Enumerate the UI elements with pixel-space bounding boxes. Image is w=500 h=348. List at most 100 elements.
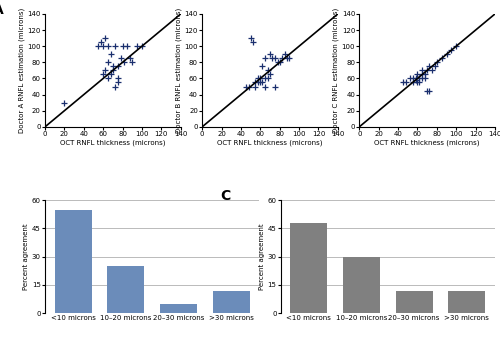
Point [118,44,126,49]
Bar [160,304,197,313]
Point [99,72,107,77]
Y-axis label: Doctor C RNFL estimation (microns): Doctor C RNFL estimation (microns) [332,8,339,133]
Point [406,76,413,81]
Point [60,100,68,105]
Point [425,88,433,93]
Point [252,84,260,89]
Point [284,55,292,61]
Point [258,80,266,85]
Point [261,55,269,61]
Point [271,55,279,61]
Point [244,84,252,89]
Point [418,76,426,81]
Point [271,84,279,89]
Text: A: A [0,3,4,17]
Point [138,44,146,49]
Point [418,72,426,77]
Point [274,60,282,65]
Point [425,64,433,69]
Y-axis label: Doctor B RNFL estimation (microns): Doctor B RNFL estimation (microns) [175,8,182,133]
Point [107,52,115,57]
Point [242,84,250,89]
Point [97,39,105,45]
Point [261,76,269,81]
Point [421,72,429,77]
Point [101,68,109,73]
Point [261,84,269,89]
Bar [396,291,432,313]
Point [111,44,119,49]
Point [104,44,112,49]
Bar [108,266,144,313]
Point [399,80,407,85]
Point [114,76,122,81]
Text: C: C [220,189,231,203]
Point [101,35,109,41]
Point [248,39,256,45]
Point [133,44,141,49]
Point [412,77,420,83]
Point [104,60,112,65]
Point [408,80,416,85]
Point [107,72,115,77]
Point [442,52,450,57]
Point [256,76,264,81]
Point [412,76,420,81]
Y-axis label: Percent agreement: Percent agreement [259,223,265,290]
Point [438,55,446,61]
Point [94,44,102,49]
Point [109,64,117,69]
Point [114,80,122,85]
Point [104,76,112,81]
Y-axis label: Doctor A RNFL estimation (microns): Doctor A RNFL estimation (microns) [18,8,25,133]
Point [423,68,431,73]
Point [128,60,136,65]
Point [431,64,439,69]
Point [414,80,422,85]
Point [258,64,266,69]
Point [254,80,262,85]
Bar [290,223,328,313]
Point [408,76,416,81]
Point [428,68,436,73]
X-axis label: OCT RNFL thickness (microns): OCT RNFL thickness (microns) [374,140,480,146]
Point [120,60,128,65]
Point [246,35,254,41]
Point [452,44,460,49]
Point [416,76,424,81]
Point [402,80,410,85]
Point [254,76,262,81]
Y-axis label: Percent agreement: Percent agreement [23,223,29,290]
Point [414,72,422,77]
Point [423,88,431,93]
Point [116,55,124,61]
Point [421,76,429,81]
Point [448,47,456,53]
Point [266,72,274,77]
Point [280,52,288,57]
Point [114,64,122,69]
Point [256,80,264,85]
Bar [343,257,380,313]
Point [278,55,285,61]
Point [252,80,260,85]
Bar [212,291,250,313]
Point [99,44,107,49]
X-axis label: OCT RNFL thickness (microns): OCT RNFL thickness (microns) [60,140,166,146]
Point [268,55,276,61]
Point [264,76,272,81]
Point [124,44,132,49]
Bar [54,210,92,313]
Point [266,52,274,57]
Point [264,68,272,73]
X-axis label: OCT RNFL thickness (microns): OCT RNFL thickness (microns) [217,140,323,146]
Point [416,80,424,85]
Point [433,60,441,65]
Point [418,68,426,73]
Point [276,60,283,65]
Point [126,55,134,61]
Point [286,55,294,61]
Point [111,84,119,89]
Point [109,68,117,73]
Bar [448,291,486,313]
